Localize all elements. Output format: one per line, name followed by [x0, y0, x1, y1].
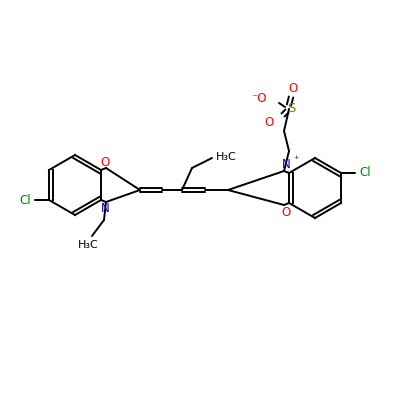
- Text: S: S: [287, 102, 295, 116]
- Text: H₃C: H₃C: [78, 240, 98, 250]
- Text: O: O: [281, 206, 291, 218]
- Text: O: O: [288, 82, 298, 94]
- Text: O: O: [264, 116, 274, 128]
- Text: N: N: [282, 158, 290, 170]
- Text: ⁺: ⁺: [293, 155, 299, 165]
- Text: H₃C: H₃C: [216, 152, 236, 162]
- Text: O: O: [100, 156, 110, 168]
- Text: ⁻O: ⁻O: [251, 92, 267, 106]
- Text: N: N: [101, 202, 109, 216]
- Text: Cl: Cl: [359, 166, 371, 180]
- Text: Cl: Cl: [19, 194, 31, 206]
